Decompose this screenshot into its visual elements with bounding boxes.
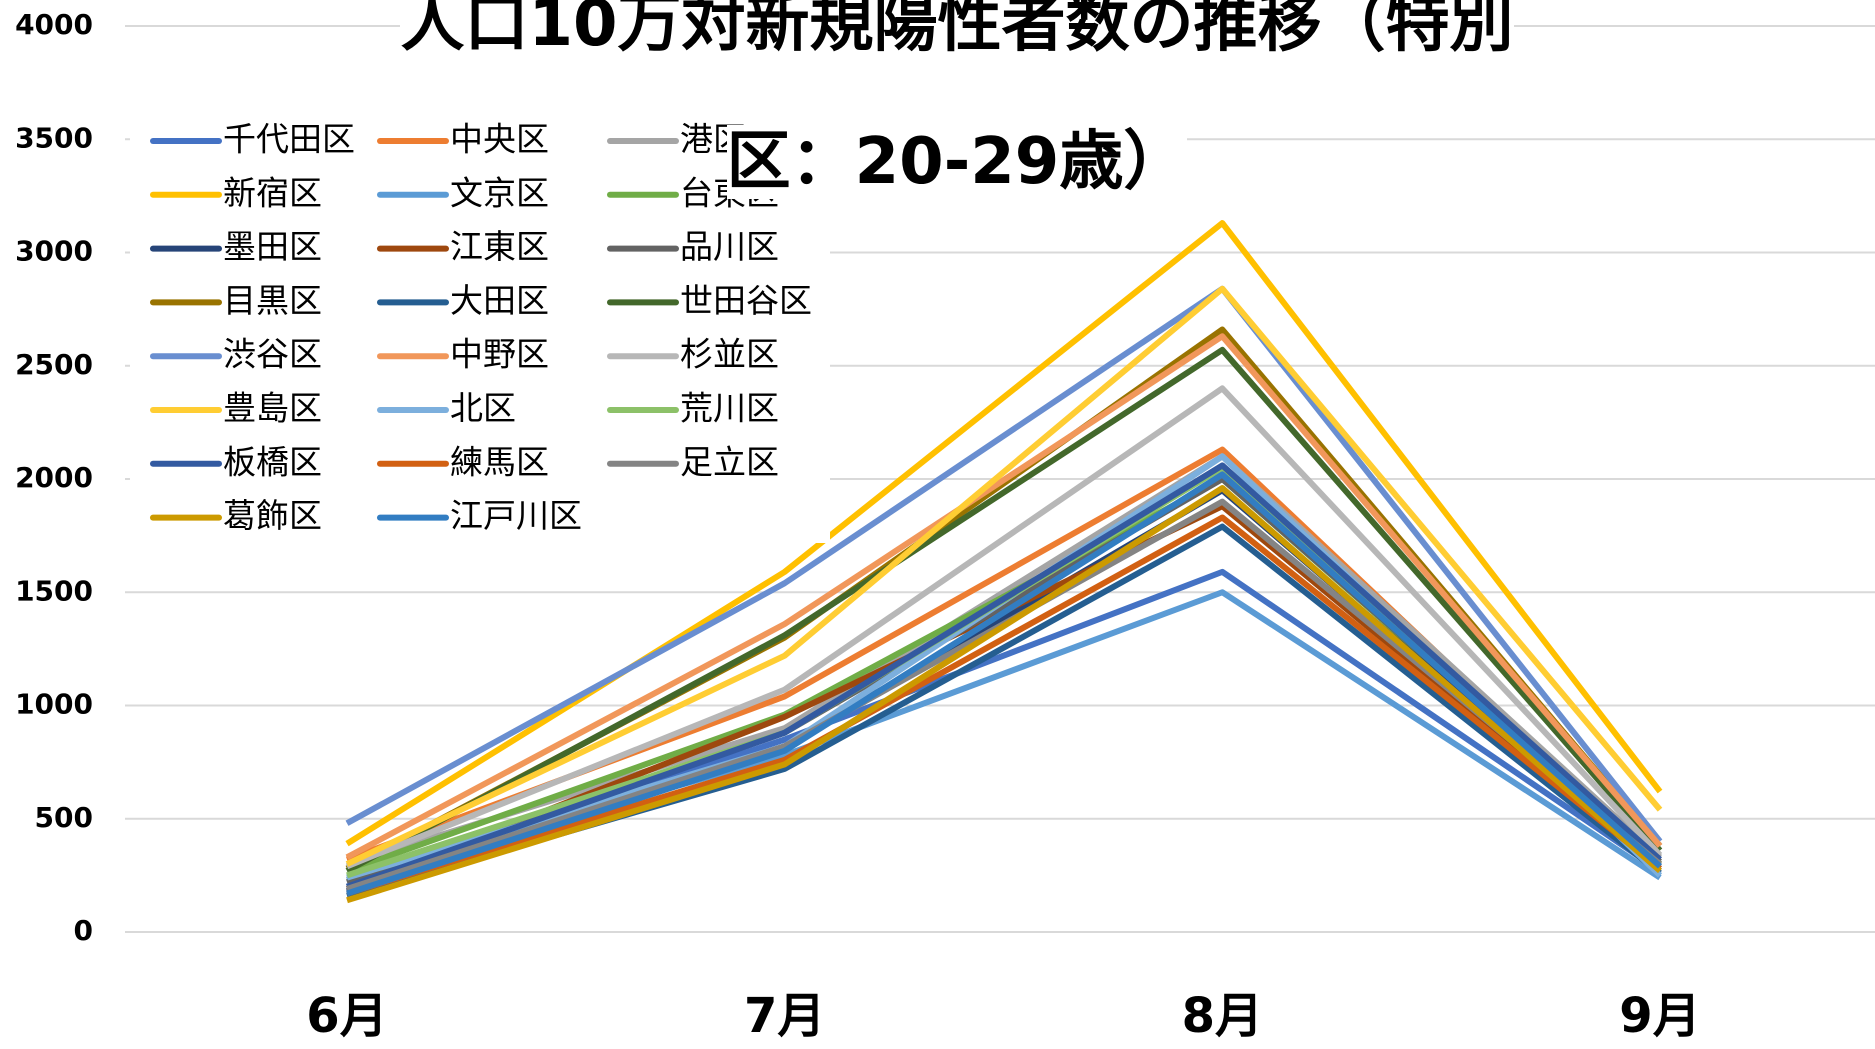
legend-label: 世田谷区	[680, 281, 812, 320]
series-line	[345, 220, 1663, 847]
legend-label: 渋谷区	[223, 335, 322, 374]
legend-label: 新宿区	[223, 173, 322, 212]
x-tick-label: 8月	[1182, 988, 1263, 1044]
legend-label: 足立区	[680, 442, 779, 481]
legend-label: 大田区	[450, 281, 549, 320]
y-tick-label: 2500	[15, 348, 93, 381]
y-tick-label: 0	[74, 914, 93, 947]
series-line	[346, 471, 1663, 897]
series-line	[345, 333, 1663, 860]
series-line	[346, 485, 1662, 904]
y-tick-label: 3500	[15, 121, 93, 154]
series-line	[346, 514, 1662, 897]
legend-label: 北区	[450, 389, 516, 428]
series-line	[345, 346, 1663, 874]
y-tick-label: 1500	[15, 574, 93, 607]
legend-label: 中野区	[450, 335, 549, 374]
y-tick-label: 3000	[15, 235, 93, 268]
x-tick-label: 6月	[306, 988, 387, 1044]
legend-label: 中央区	[450, 120, 549, 159]
chart-title: 人口10万対新規陽性者数の推移（特別区：20-29歳）	[400, 0, 1514, 199]
legend-label: 練馬区	[450, 442, 549, 481]
y-tick-label: 4000	[15, 8, 93, 41]
y-tick-label: 500	[35, 801, 93, 834]
legend-label: 江東区	[450, 227, 549, 266]
legend-label: 葛飾区	[223, 496, 322, 535]
legend-box	[130, 118, 830, 543]
legend-label: 江戸川区	[450, 496, 582, 535]
y-tick-label: 1000	[15, 688, 93, 721]
series-line	[346, 462, 1663, 890]
chart-title-box: 人口10万対新規陽性者数の推移（特別区：20-29歳）	[337, 0, 1577, 231]
series-line	[346, 453, 1663, 867]
legend-label: 荒川区	[680, 389, 779, 428]
legend-label: 千代田区	[223, 120, 355, 159]
y-tick-label: 2000	[15, 461, 93, 494]
x-tick-label: 7月	[744, 988, 825, 1044]
series-line	[345, 285, 1663, 867]
series-line	[345, 285, 1663, 844]
legend-label: 墨田区	[223, 227, 322, 266]
series-line	[345, 385, 1663, 870]
legend-label: 板橋区	[223, 442, 322, 481]
legend-label: 品川区	[680, 227, 779, 266]
legend-label: 豊島区	[223, 389, 322, 428]
legend-label: 杉並区	[680, 335, 779, 374]
legend-label: 文京区	[450, 173, 549, 212]
x-tick-label: 9月	[1619, 988, 1700, 1044]
legend-label: 目黒区	[223, 281, 322, 320]
